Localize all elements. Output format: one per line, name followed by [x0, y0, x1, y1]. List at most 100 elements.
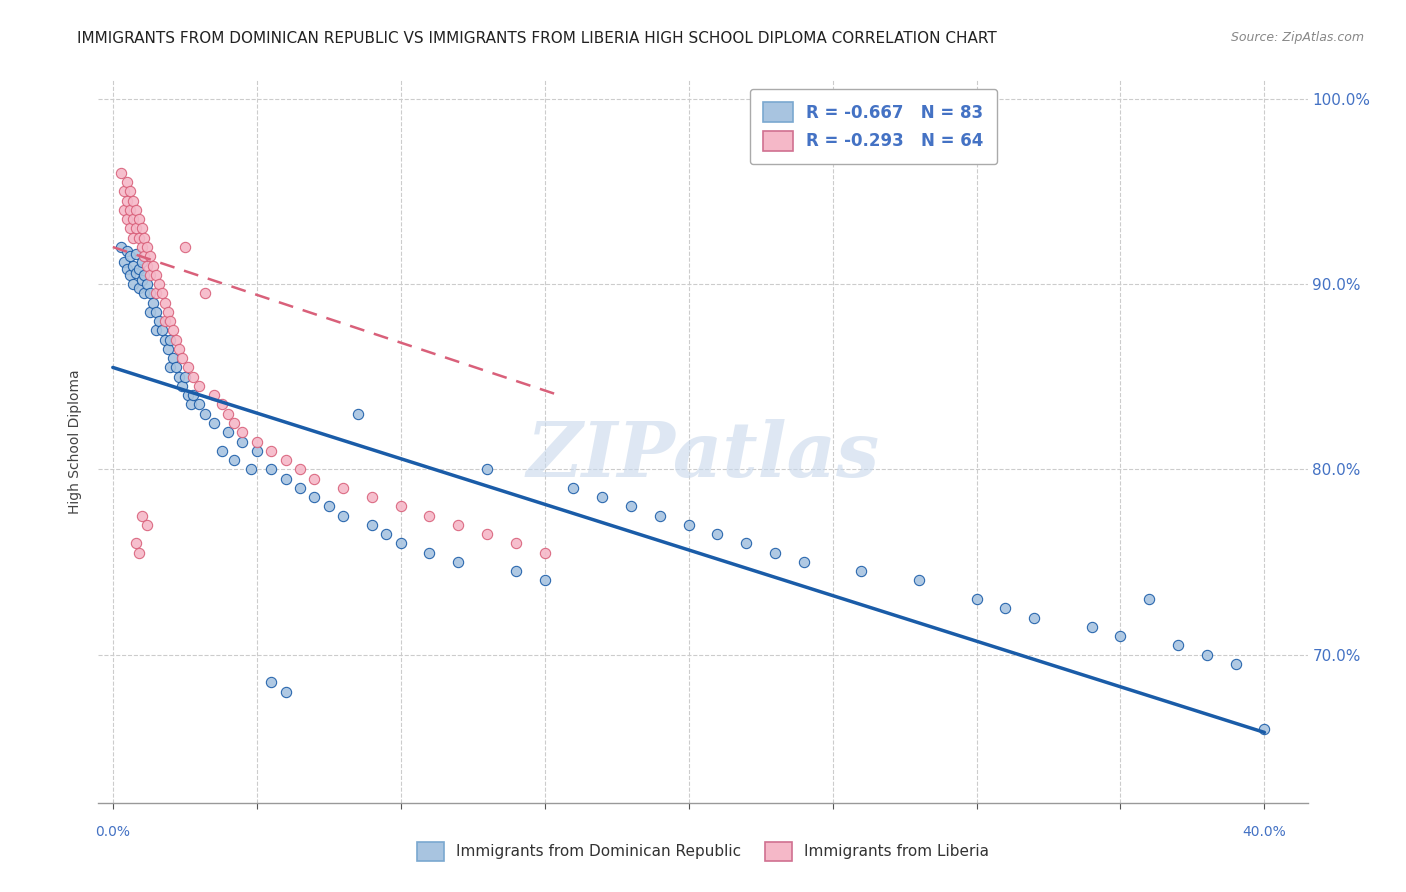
Point [128, 231, 150, 245]
Point [288, 462, 311, 476]
Point [112, 255, 135, 269]
Point [150, 286, 173, 301]
Point [260, 462, 283, 476]
Point [288, 481, 311, 495]
Legend: Immigrants from Dominican Republic, Immigrants from Liberia: Immigrants from Dominican Republic, Immi… [409, 834, 997, 868]
Point [475, 527, 498, 541]
Point [274, 684, 297, 698]
Point [361, 517, 384, 532]
Point [222, 453, 245, 467]
Point [1195, 648, 1218, 662]
Point [110, 240, 132, 254]
Y-axis label: High School Diploma: High School Diploma [69, 369, 83, 514]
Point [125, 202, 148, 217]
Point [145, 286, 167, 301]
Point [211, 443, 233, 458]
Point [120, 221, 142, 235]
Point [142, 295, 165, 310]
Point [533, 574, 555, 588]
Point [134, 231, 156, 245]
Point [145, 323, 167, 337]
Point [125, 221, 148, 235]
Point [170, 351, 193, 366]
Point [156, 342, 179, 356]
Point [162, 351, 184, 366]
Point [120, 185, 142, 199]
Point [136, 277, 159, 291]
Point [139, 268, 162, 282]
Point [134, 268, 156, 282]
Point [231, 434, 253, 449]
Point [217, 407, 239, 421]
Point [115, 212, 138, 227]
Point [591, 490, 613, 504]
Point [128, 262, 150, 277]
Point [418, 508, 440, 523]
Point [139, 305, 162, 319]
Point [120, 249, 142, 263]
Point [678, 517, 700, 532]
Point [562, 481, 585, 495]
Point [162, 323, 184, 337]
Point [304, 472, 326, 486]
Point [167, 369, 190, 384]
Point [122, 212, 145, 227]
Point [131, 240, 153, 254]
Point [115, 175, 138, 189]
Point [128, 546, 150, 560]
Point [1080, 620, 1102, 634]
Point [134, 249, 156, 263]
Point [115, 262, 138, 277]
Point [110, 166, 132, 180]
Point [202, 416, 225, 430]
Point [260, 443, 283, 458]
Point [361, 490, 384, 504]
Point [159, 314, 181, 328]
Point [851, 564, 873, 578]
Point [125, 247, 148, 261]
Point [1022, 610, 1045, 624]
Point [165, 333, 187, 347]
Point [332, 481, 354, 495]
Point [735, 536, 758, 550]
Point [1225, 657, 1247, 671]
Text: Source: ZipAtlas.com: Source: ZipAtlas.com [1230, 31, 1364, 45]
Point [194, 286, 217, 301]
Point [134, 286, 156, 301]
Point [153, 295, 176, 310]
Point [145, 268, 167, 282]
Point [304, 490, 326, 504]
Point [145, 305, 167, 319]
Point [122, 194, 145, 208]
Point [188, 397, 211, 411]
Point [136, 517, 159, 532]
Point [648, 508, 671, 523]
Point [183, 369, 205, 384]
Legend: R = -0.667   N = 83, R = -0.293   N = 64: R = -0.667 N = 83, R = -0.293 N = 64 [749, 88, 997, 164]
Point [505, 564, 527, 578]
Point [183, 388, 205, 402]
Point [447, 517, 470, 532]
Point [966, 592, 988, 607]
Point [1253, 722, 1275, 736]
Point [908, 574, 931, 588]
Point [620, 500, 643, 514]
Point [1167, 638, 1189, 652]
Point [217, 425, 239, 440]
Point [505, 536, 527, 550]
Point [1109, 629, 1132, 643]
Point [176, 360, 198, 375]
Point [131, 255, 153, 269]
Point [202, 388, 225, 402]
Point [274, 472, 297, 486]
Point [122, 231, 145, 245]
Point [159, 360, 181, 375]
Point [159, 333, 181, 347]
Point [112, 202, 135, 217]
Point [125, 266, 148, 280]
Point [170, 379, 193, 393]
Point [180, 397, 202, 411]
Point [194, 407, 217, 421]
Point [167, 342, 190, 356]
Point [793, 555, 815, 569]
